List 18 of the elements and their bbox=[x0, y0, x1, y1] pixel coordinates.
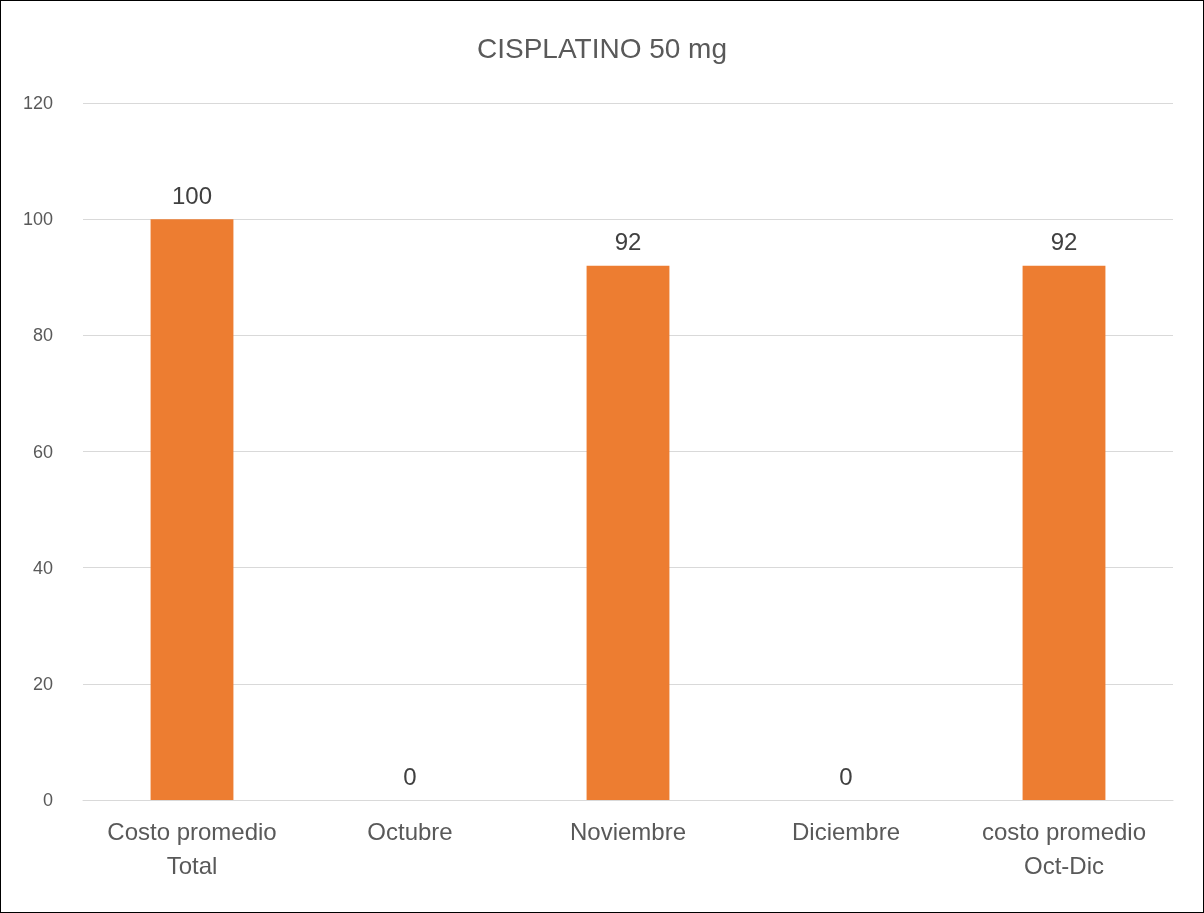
data-label: 0 bbox=[403, 762, 417, 790]
data-label: 100 bbox=[171, 181, 213, 209]
x-tick-label: costo promedio Oct-Dic bbox=[981, 817, 1147, 879]
y-tick-label: 100 bbox=[22, 209, 53, 230]
x-tick-label: Costo promedio Total bbox=[107, 817, 277, 879]
x-tick-label: Diciembre bbox=[791, 817, 901, 845]
x-tick-label: Octubre bbox=[367, 817, 453, 845]
data-label: 0 bbox=[839, 762, 853, 790]
data-label: 92 bbox=[614, 228, 642, 256]
y-tick-label: 60 bbox=[32, 441, 53, 462]
y-tick-label: 20 bbox=[32, 673, 53, 694]
y-tick-label: 120 bbox=[22, 93, 53, 113]
y-tick-label: 40 bbox=[32, 557, 53, 578]
data-label: 92 bbox=[1050, 228, 1078, 256]
x-tick-label: Noviembre bbox=[569, 817, 687, 845]
y-tick-label: 80 bbox=[32, 325, 53, 346]
y-tick-label: 0 bbox=[42, 790, 53, 810]
chart-title: CISPLATINO 50 mg bbox=[476, 32, 728, 64]
